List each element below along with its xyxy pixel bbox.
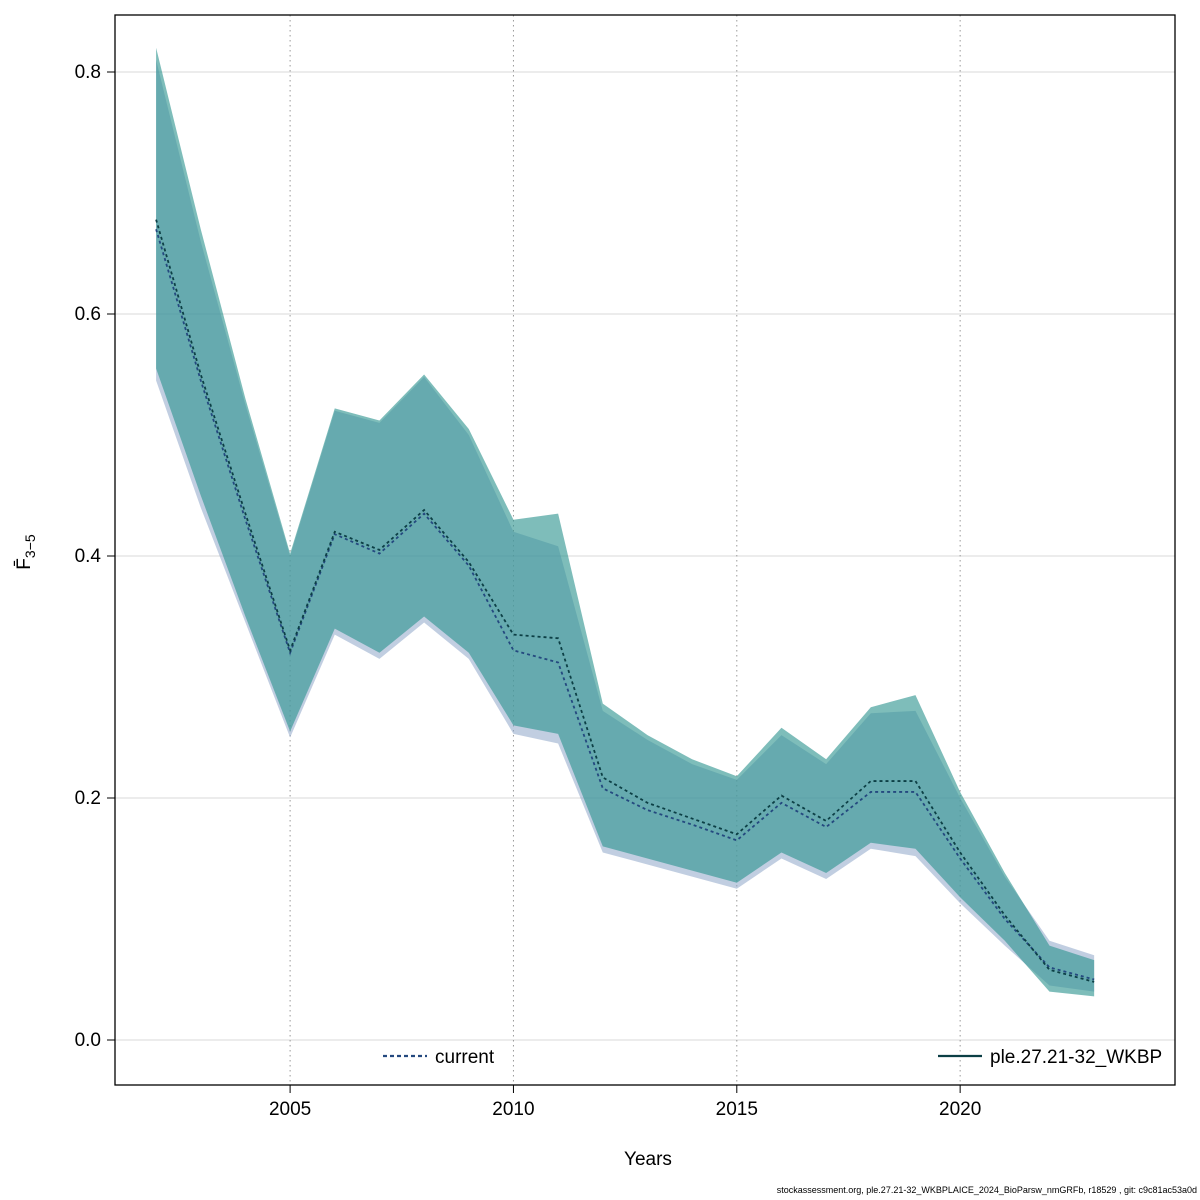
y-tick-label: 0.6	[75, 304, 101, 325]
y-tick-label: 0.2	[75, 788, 101, 809]
legend: current ple.27.21-32_WKBP	[383, 1047, 1162, 1068]
x-axis-title: Years	[624, 1149, 672, 1170]
plot-border	[114, 14, 1176, 1086]
y-axis-title: F̄3−5	[14, 534, 38, 570]
central-line-ple.27.21-32_WKBP	[155, 219, 1095, 983]
x-tick-label: 2020	[939, 1099, 981, 1120]
legend-label-ple.27.21-32_WKBP: ple.27.21-32_WKBP	[990, 1047, 1162, 1068]
plot-area	[155, 47, 1095, 997]
y-tick-label: 0.0	[75, 1030, 101, 1051]
legend-label-current: current	[435, 1047, 495, 1068]
central-line-current	[155, 229, 1095, 981]
x-tick-label: 2015	[716, 1099, 758, 1120]
x-tick-label: 2005	[269, 1099, 311, 1120]
y-axis-title-sub: 3−5	[22, 534, 38, 558]
x-tick-label: 2010	[492, 1099, 534, 1120]
y-tick-label: 0.4	[75, 546, 102, 567]
y-tick-label: 0.8	[75, 62, 101, 83]
confidence-band-ple.27.21-32_WKBP	[156, 47, 1095, 997]
footer-source: stockassessment.org, ple.27.21-32_WKBPLA…	[777, 1185, 1197, 1195]
axis-ticks: 2005 2010 2015 2020 0.0 0.2 0.4 0.6 0.8	[75, 62, 982, 1120]
y-axis-title-main: F̄	[14, 558, 35, 570]
